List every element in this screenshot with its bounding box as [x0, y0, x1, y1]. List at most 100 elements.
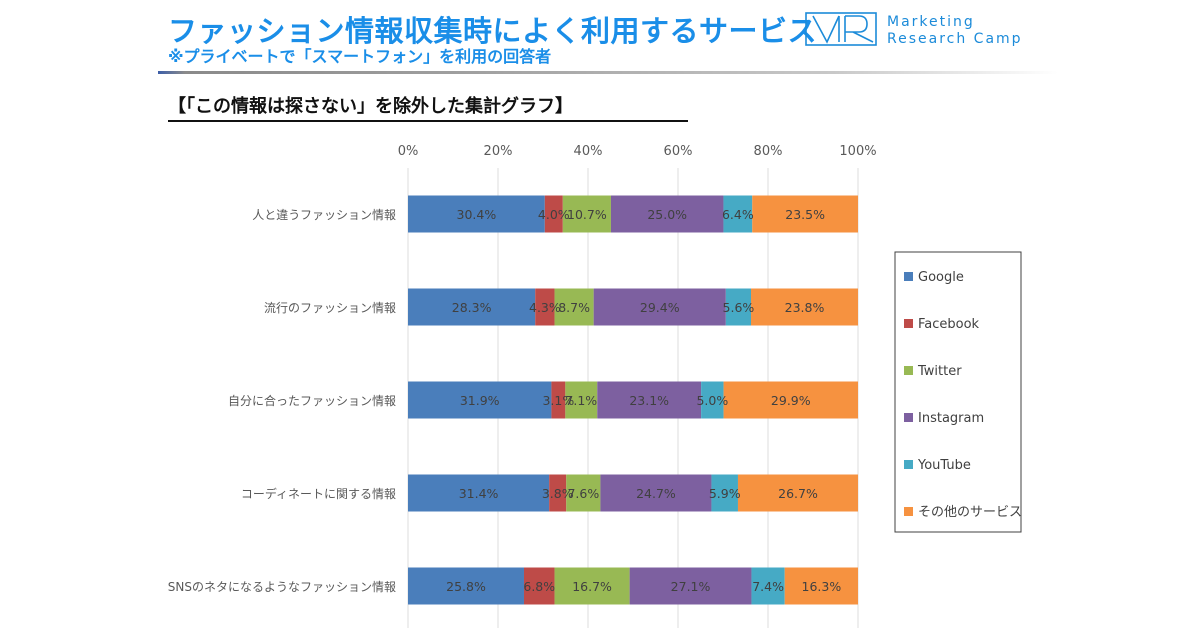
data-label: 29.9%: [771, 393, 811, 408]
data-label: 30.4%: [457, 207, 497, 222]
bar-segment-facebook: [544, 195, 563, 233]
data-label: 27.1%: [671, 579, 711, 594]
data-label: 6.4%: [722, 207, 754, 222]
bar-segment-twitter: [565, 381, 598, 419]
data-label: 5.9%: [709, 486, 741, 501]
logo-text: Marketing Research Camp: [887, 14, 1023, 48]
bar-segment-google: [408, 381, 552, 419]
data-label: 16.7%: [572, 579, 612, 594]
category-label: 流行のファッション情報: [264, 301, 396, 315]
section-heading: 【「この情報は探さない」を除外した集計グラフ】: [168, 96, 573, 117]
bar-segment-google: [408, 474, 550, 512]
category-labels: 人と違うファッション情報流行のファッション情報自分に合ったファッション情報コーデ…: [168, 208, 396, 594]
data-label: 28.3%: [452, 300, 492, 315]
section-underline: [168, 120, 688, 122]
stacked-bar-chart: 0% 20% 40% 60% 80% 100% 人と違うファッション情報流行のファッション…: [168, 144, 1022, 628]
bar-segment-youtube: [701, 381, 724, 419]
legend-swatch: [904, 460, 913, 469]
bar-segment-その他のサービス: [723, 381, 858, 419]
bar-segment-instagram: [610, 195, 724, 233]
data-label: 24.7%: [636, 486, 676, 501]
legend-label: Twitter: [917, 364, 962, 379]
header-divider: [158, 71, 1058, 74]
bar-segment-twitter: [554, 567, 630, 605]
legend-box: [894, 251, 1022, 533]
bar-segment-twitter: [562, 195, 611, 233]
bar-segment-twitter: [554, 288, 594, 326]
bar-segment-facebook: [523, 567, 555, 605]
legend-label: Facebook: [918, 317, 980, 332]
logo-line-2: Research Camp: [887, 31, 1023, 47]
data-label: 25.0%: [647, 207, 687, 222]
data-label: 29.4%: [640, 300, 680, 315]
page-title: ファッション情報収集時によく利用するサービス: [168, 14, 818, 48]
bar-segment-youtube: [711, 474, 738, 512]
bar-segment-その他のサービス: [737, 474, 858, 512]
category-label: 人と違うファッション情報: [252, 208, 396, 222]
category-label: 自分に合ったファッション情報: [228, 393, 396, 408]
data-label: 6.8%: [523, 579, 555, 594]
data-label: 8.7%: [558, 300, 590, 315]
legend-label: Instagram: [918, 411, 984, 426]
legend-label: その他のサービス: [918, 505, 1022, 520]
data-label: 23.8%: [785, 300, 825, 315]
legend-swatch: [904, 319, 913, 328]
bar-segment-twitter: [566, 474, 601, 512]
bar-segment-その他のサービス: [784, 567, 858, 605]
bar-segment-facebook: [551, 381, 566, 419]
x-tick-label: 20%: [484, 144, 513, 159]
data-label: 5.0%: [696, 393, 728, 408]
bar-segment-google: [408, 195, 545, 233]
bars: [408, 195, 858, 605]
legend-label: YouTube: [917, 458, 971, 473]
bar-segment-google: [408, 288, 536, 326]
bar-segment-instagram: [597, 381, 702, 419]
x-axis-ticks: 0% 20% 40% 60% 80% 100%: [398, 144, 877, 159]
data-label: 26.7%: [778, 486, 818, 501]
bar-segment-instagram: [593, 288, 726, 326]
bar-segment-youtube: [725, 288, 752, 326]
legend-swatch: [904, 366, 913, 375]
bar-segment-youtube: [751, 567, 785, 605]
data-label: 23.1%: [629, 393, 669, 408]
data-label: 16.3%: [802, 579, 842, 594]
bar-segment-instagram: [629, 567, 752, 605]
data-label: 3.8%: [542, 486, 574, 501]
bar-segment-youtube: [723, 195, 753, 233]
x-tick-label: 80%: [754, 144, 783, 159]
data-label: 5.6%: [723, 300, 755, 315]
legend-label: Google: [918, 270, 964, 285]
x-tick-label: 60%: [664, 144, 693, 159]
legend-swatch: [904, 272, 913, 281]
bar-segment-instagram: [600, 474, 712, 512]
data-label: 4.3%: [529, 300, 561, 315]
data-label: 31.9%: [460, 393, 500, 408]
bar-segment-facebook: [549, 474, 567, 512]
x-tick-label: 0%: [398, 144, 419, 159]
data-label: 23.5%: [785, 207, 825, 222]
legend-swatch: [904, 507, 913, 516]
data-label: 31.4%: [459, 486, 499, 501]
bar-segment-その他のサービス: [751, 288, 858, 326]
data-label: 7.6%: [567, 486, 599, 501]
logo-line-1: Marketing: [887, 14, 975, 30]
data-labels: 30.4% 4.0%10.7% 25.0% 6.4% 23.5% 28.3% 4.3%8.7…: [446, 207, 841, 594]
data-label: 25.8%: [446, 579, 486, 594]
data-label: 7.4%: [752, 579, 784, 594]
bar-segment-その他のサービス: [752, 195, 858, 233]
legend-swatch: [904, 413, 913, 422]
category-label: SNSのネタになるようなファッション情報: [168, 580, 396, 594]
page-subtitle: ※プライベートで「スマートフォン」を利用の回答者: [168, 47, 552, 66]
x-tick-label: 100%: [839, 144, 876, 159]
brand-logo: Marketing Research Camp: [805, 12, 1055, 52]
category-label: コーディネートに関する情報: [241, 486, 396, 501]
data-label: 7.1%: [565, 393, 597, 408]
data-label: 3.1%: [542, 393, 574, 408]
data-label: 10.7%: [567, 207, 607, 222]
bar-segment-google: [408, 567, 524, 605]
legend: Google Facebook Twitter Instagram YouTube その他…: [894, 251, 1022, 533]
data-label: 4.0%: [538, 207, 570, 222]
mr-logo-mark-icon: [805, 12, 877, 46]
x-tick-label: 40%: [574, 144, 603, 159]
bar-segment-facebook: [535, 288, 555, 326]
